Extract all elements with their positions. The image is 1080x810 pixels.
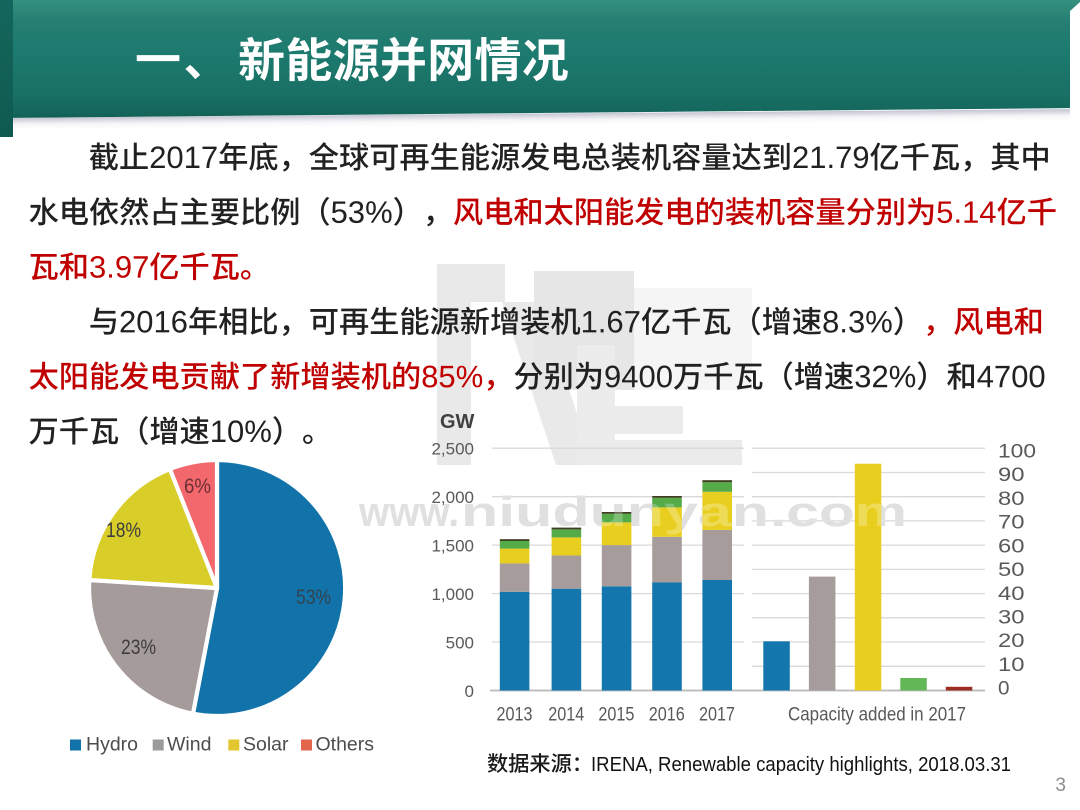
svg-text:0: 0	[998, 678, 1010, 700]
svg-text:100: 100	[998, 441, 1036, 463]
svg-text:80: 80	[998, 488, 1025, 510]
svg-text:60: 60	[998, 535, 1025, 557]
svg-text:2015: 2015	[598, 704, 634, 726]
svg-text:Capacity added in 2017: Capacity added in 2017	[788, 704, 966, 726]
svg-text:.com: .com	[770, 488, 907, 535]
svg-text:6%: 6%	[184, 475, 211, 498]
svg-text:IRENA, Renewable capacity high: IRENA, Renewable capacity highlights, 20…	[591, 753, 1011, 776]
svg-text:500: 500	[446, 633, 474, 652]
svg-text:Solar: Solar	[243, 734, 289, 756]
svg-text:10: 10	[998, 654, 1025, 676]
svg-text:0: 0	[465, 682, 474, 701]
svg-text:Wind: Wind	[167, 734, 211, 756]
svg-text:40: 40	[998, 583, 1025, 605]
svg-text:70: 70	[998, 512, 1025, 534]
svg-text:20: 20	[998, 630, 1025, 652]
svg-text:53%: 53%	[296, 586, 331, 609]
svg-text:2,500: 2,500	[431, 440, 474, 459]
svg-text:23%: 23%	[121, 636, 156, 659]
svg-text:Others: Others	[316, 734, 375, 756]
svg-text:www.: www.	[358, 488, 459, 535]
svg-text:Hydro: Hydro	[86, 734, 138, 756]
svg-text:.com: .com	[770, 488, 907, 535]
svg-text:1,500: 1,500	[431, 536, 474, 555]
svg-text:niudunyan: niudunyan	[461, 488, 769, 535]
svg-text:2013: 2013	[497, 704, 533, 726]
svg-text:50: 50	[998, 559, 1025, 581]
svg-text:www.: www.	[358, 488, 459, 535]
svg-text:2014: 2014	[548, 704, 584, 726]
svg-text:2017: 2017	[699, 704, 735, 726]
svg-text:2,000: 2,000	[431, 488, 474, 507]
svg-text:18%: 18%	[106, 519, 141, 542]
svg-text:90: 90	[998, 464, 1025, 486]
svg-text:GW: GW	[440, 411, 475, 433]
svg-text:2016: 2016	[649, 704, 685, 726]
svg-text:3: 3	[1055, 775, 1066, 796]
svg-text:1,000: 1,000	[431, 585, 474, 604]
svg-text:30: 30	[998, 607, 1025, 629]
